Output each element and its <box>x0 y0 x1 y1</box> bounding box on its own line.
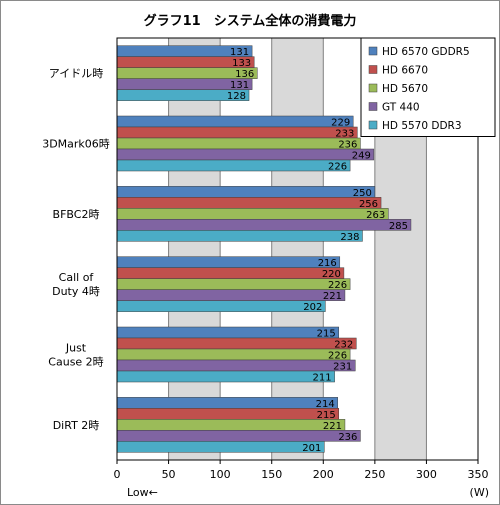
bar <box>116 278 351 290</box>
legend-label: HD 5570 DDR3 <box>382 120 462 132</box>
bar <box>116 419 346 431</box>
bar-value-label: 226 <box>328 162 347 173</box>
bar-value-label: 249 <box>352 151 371 162</box>
plot-frame <box>116 37 479 461</box>
bar <box>116 359 356 372</box>
x-tick-label: 50 <box>162 468 176 481</box>
x-axis-note: Low← <box>127 486 158 499</box>
bar-value-label: 136 <box>235 69 254 80</box>
bar-value-label: 220 <box>322 269 341 280</box>
bar <box>116 126 358 139</box>
bar <box>116 326 340 339</box>
legend-swatch <box>368 120 378 130</box>
bar-value-label: 131 <box>230 80 249 91</box>
category-label: Just <box>65 342 87 355</box>
legend-box <box>360 37 496 137</box>
category-label: Call of <box>59 271 95 284</box>
bar <box>116 289 346 301</box>
legend-swatch <box>368 46 378 56</box>
bar-value-label: 229 <box>331 118 350 129</box>
bar-value-label: 133 <box>232 58 251 69</box>
bar-value-label: 215 <box>317 410 336 421</box>
bar-value-label: 216 <box>318 258 337 269</box>
bar-value-label: 238 <box>340 232 359 243</box>
bar <box>116 348 351 361</box>
bar <box>116 148 375 161</box>
bar-value-label: 215 <box>317 329 336 340</box>
bar-value-label: 226 <box>328 280 347 291</box>
category-label: DiRT 2時 <box>53 419 100 432</box>
bar <box>116 197 382 209</box>
bar-value-label: 232 <box>334 340 353 351</box>
bar <box>116 337 357 350</box>
bar <box>116 219 412 231</box>
legend-swatch <box>368 102 378 111</box>
bar-value-label: 236 <box>338 432 357 443</box>
bar-value-label: 233 <box>335 129 354 140</box>
x-axis-unit: (W) <box>470 486 489 499</box>
bar <box>116 430 361 442</box>
bar-value-label: 214 <box>316 399 335 410</box>
bar <box>116 208 389 220</box>
x-tick-label: 300 <box>416 468 437 481</box>
bar-value-label: 231 <box>333 362 352 373</box>
legend-swatch <box>368 83 378 93</box>
category-label: BFBC2時 <box>53 208 100 221</box>
bar-value-label: 263 <box>366 210 385 221</box>
bar-value-label: 285 <box>389 221 408 232</box>
legend-label: HD 6670 <box>382 65 428 77</box>
category-label: 3DMark06時 <box>42 138 110 151</box>
bar <box>116 115 354 128</box>
bar-value-label: 236 <box>338 140 357 151</box>
x-tick-label: 0 <box>114 468 121 481</box>
bar <box>116 267 345 279</box>
bar-value-label: 221 <box>323 291 342 302</box>
bar-value-label: 256 <box>359 199 378 210</box>
x-tick-label: 350 <box>468 468 489 481</box>
bar <box>116 370 335 383</box>
background-band <box>271 38 324 460</box>
background-band <box>220 38 272 460</box>
bar <box>116 397 338 409</box>
bar-value-label: 226 <box>328 351 347 362</box>
bar <box>116 300 326 312</box>
bar <box>116 408 340 420</box>
bar <box>116 441 325 453</box>
bar <box>116 186 376 198</box>
bar-value-label: 202 <box>303 302 322 313</box>
chart-title: グラフ11 システム全体の消費電力 <box>144 13 357 29</box>
bar-value-label: 131 <box>230 47 249 58</box>
background-band <box>117 38 169 460</box>
bar-value-label: 211 <box>313 373 332 384</box>
bar-value-label: 221 <box>323 421 342 432</box>
x-tick-label: 200 <box>313 468 334 481</box>
category-label: Duty 4時 <box>52 285 100 298</box>
bar-value-label: 201 <box>302 443 321 454</box>
legend-label: HD 5670 <box>382 83 428 95</box>
bar-value-label: 250 <box>353 188 372 199</box>
legend-swatch <box>368 65 378 74</box>
x-tick-label: 100 <box>210 468 231 481</box>
x-tick-label: 150 <box>261 468 282 481</box>
legend-label: GT 440 <box>382 102 420 114</box>
bar-value-label: 128 <box>227 91 246 102</box>
bar <box>116 137 361 150</box>
bar <box>116 159 351 172</box>
category-label: アイドル時 <box>49 67 103 80</box>
x-tick-label: 250 <box>364 468 385 481</box>
bar <box>116 230 363 242</box>
category-label: Cause 2時 <box>48 356 103 369</box>
background-band <box>168 38 221 460</box>
bar <box>116 256 341 268</box>
legend-label: HD 6570 GDDR5 <box>382 46 470 58</box>
